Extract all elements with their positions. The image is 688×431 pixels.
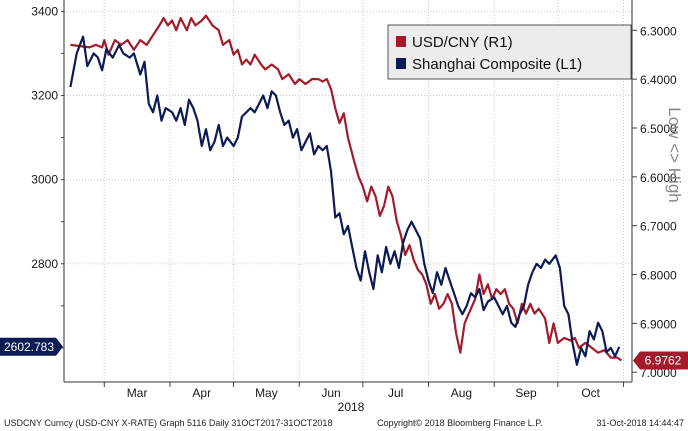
right-tick-label: 6.9000 [640, 317, 677, 331]
right-tick-label: 6.4000 [640, 73, 677, 87]
right-tick-label: 6.6000 [640, 171, 677, 185]
x-tick-label-sep: Sep [515, 386, 537, 400]
left-tick-label: 3200 [31, 89, 58, 103]
series-line-usdcny [70, 14, 623, 362]
legend-swatch-shanghai [396, 58, 406, 69]
x-tick-label-oct: Oct [581, 386, 600, 400]
legend-box [387, 24, 632, 80]
last-value-tag-left: 2602.783 [0, 337, 63, 356]
right-tick-label: 6.3000 [640, 24, 677, 38]
labels: Mar Apr May Jun Jul Aug Sep Oct 3400 3200 3000 2800… [31, 4, 677, 400]
x-tick-label-jul: Jul [388, 386, 403, 400]
last-value-tag-right-box [633, 351, 688, 370]
x-tick-label-mar: Mar [127, 386, 148, 400]
right-tick-label: 6.7000 [640, 220, 677, 234]
last-value-label-usdcny: 6.9762 [645, 354, 682, 368]
left-tick-label: 2800 [31, 257, 58, 271]
x-tick-label-may: May [255, 386, 278, 400]
footer-left: USDCNY Curncy (USD-CNY X-RATE) Graph 511… [4, 418, 332, 428]
legend-swatch-usdcny [396, 36, 406, 47]
legend-label-usdcny: USD/CNY (R1) [412, 34, 513, 51]
x-tick-label-apr: Apr [192, 386, 211, 400]
axes [61, 0, 637, 387]
right-tick-label: 6.5000 [640, 122, 677, 136]
last-value-tag-left-box [0, 337, 63, 356]
footer-center: Copyright© 2018 Bloomberg Finance L.P. [377, 418, 543, 428]
right-tick-label: 7.0000 [640, 366, 677, 380]
x-tick-label-jun: Jun [321, 386, 340, 400]
legend-label-shanghai: Shanghai Composite (L1) [412, 56, 582, 73]
right-axis-label: Low <> High [665, 107, 684, 202]
series-layer [69, 14, 623, 366]
left-tick-label: 3400 [31, 4, 58, 18]
right-tick-label: 6.8000 [640, 269, 677, 283]
x-axis-label: 2018 [338, 400, 365, 414]
x-tick-label-aug: Aug [451, 386, 472, 400]
footer-right: 31-Oct-2018 14:44:47 [596, 418, 684, 428]
legend: USD/CNY (R1) Shanghai Composite (L1) [387, 24, 632, 80]
last-value-label-shanghai: 2602.783 [4, 340, 54, 354]
series-line-shanghai [69, 35, 621, 366]
left-tick-label: 3000 [31, 173, 58, 187]
last-value-tag-right: 6.9762 [633, 351, 688, 370]
